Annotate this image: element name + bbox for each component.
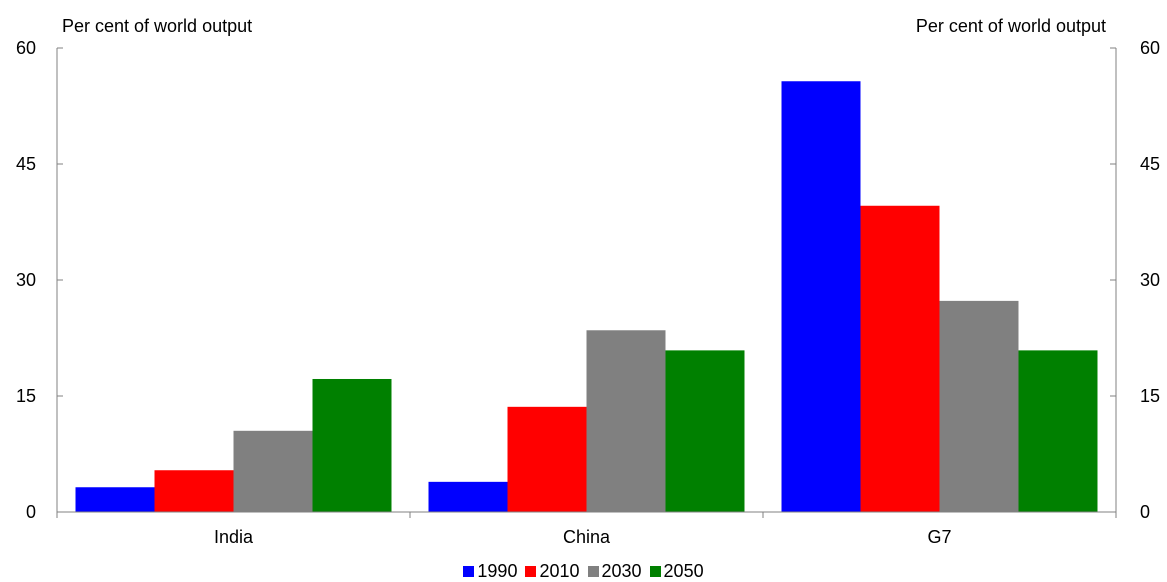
legend-swatch — [525, 566, 537, 577]
legend-label: 1990 — [477, 561, 518, 581]
bar-g7-1990 — [781, 81, 861, 513]
legend-swatch — [463, 566, 475, 577]
legend-label: 2050 — [663, 561, 704, 581]
y-tick-label-right-60: 60 — [1140, 38, 1160, 58]
y-tick-label-left-0: 0 — [26, 502, 36, 522]
bars-group — [75, 81, 1098, 513]
bar-india-2030 — [233, 430, 313, 512]
legend-swatch — [587, 566, 599, 577]
legend-item-2050: 2050 — [649, 560, 704, 582]
legend-item-2030: 2030 — [587, 560, 642, 582]
legend-item-1990: 1990 — [463, 560, 517, 582]
y-axis-label-right: Per cent of world output — [916, 16, 1106, 36]
legend-label: 2030 — [601, 561, 642, 581]
bar-india-1990 — [75, 487, 155, 512]
axes-group: India China G7 0 0 15 15 30 30 45 45 60 60 — [16, 38, 1160, 547]
y-tick-label-left-60: 60 — [16, 38, 36, 58]
legend: 1990 2010 2030 2050 — [0, 560, 1167, 582]
x-tick-label-india: India — [214, 527, 254, 547]
bar-chart: Per cent of world output Per cent of wor… — [16, 16, 1160, 547]
legend-item-2010: 2010 — [525, 560, 580, 582]
y-tick-label-left-15: 15 — [16, 386, 36, 406]
y-tick-label-left-30: 30 — [16, 270, 36, 290]
legend-label: 2010 — [539, 561, 580, 581]
y-tick-label-right-0: 0 — [1140, 502, 1150, 522]
x-tick-label-g7: G7 — [927, 527, 951, 547]
y-tick-label-left-45: 45 — [16, 154, 36, 174]
bar-g7-2050 — [1018, 350, 1098, 512]
bar-china-2030 — [586, 330, 666, 512]
bar-g7-2030 — [939, 300, 1019, 512]
bar-india-2010 — [154, 470, 234, 512]
x-tick-label-china: China — [563, 527, 611, 547]
y-axis-label-left: Per cent of world output — [62, 16, 252, 36]
y-tick-label-right-30: 30 — [1140, 270, 1160, 290]
y-tick-label-right-15: 15 — [1140, 386, 1160, 406]
legend-swatch — [649, 566, 661, 577]
bar-china-2010 — [507, 406, 587, 512]
bar-g7-2010 — [860, 205, 940, 512]
bar-india-2050 — [312, 378, 392, 512]
bar-china-1990 — [428, 481, 508, 512]
bar-china-2050 — [665, 350, 745, 512]
y-tick-label-right-45: 45 — [1140, 154, 1160, 174]
